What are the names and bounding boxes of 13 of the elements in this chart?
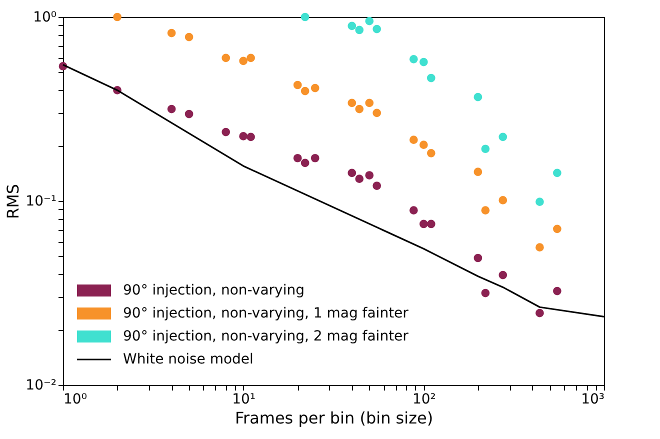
- legend-label: 90° injection, non-varying, 2 mag fainter: [123, 328, 409, 344]
- legend-label: 90° injection, non-varying, 1 mag fainter: [123, 306, 409, 322]
- x-tick-label: 10¹: [232, 392, 256, 408]
- y-tick-label: 10⁻²: [26, 378, 56, 394]
- x-tick-label: 10²: [412, 392, 436, 408]
- y-tick-label: 10⁻¹: [26, 194, 56, 210]
- y-axis-title: RMS: [4, 184, 23, 220]
- x-tick-label: 10⁰: [64, 392, 88, 408]
- x-axis-title: Frames per bin (bin size): [234, 408, 434, 428]
- y-tick-label: 10⁰: [33, 10, 57, 26]
- x-tick-label: 10³: [581, 392, 604, 408]
- legend-label: White noise model: [123, 352, 254, 368]
- legend-label: 90° injection, non-varying: [123, 282, 304, 298]
